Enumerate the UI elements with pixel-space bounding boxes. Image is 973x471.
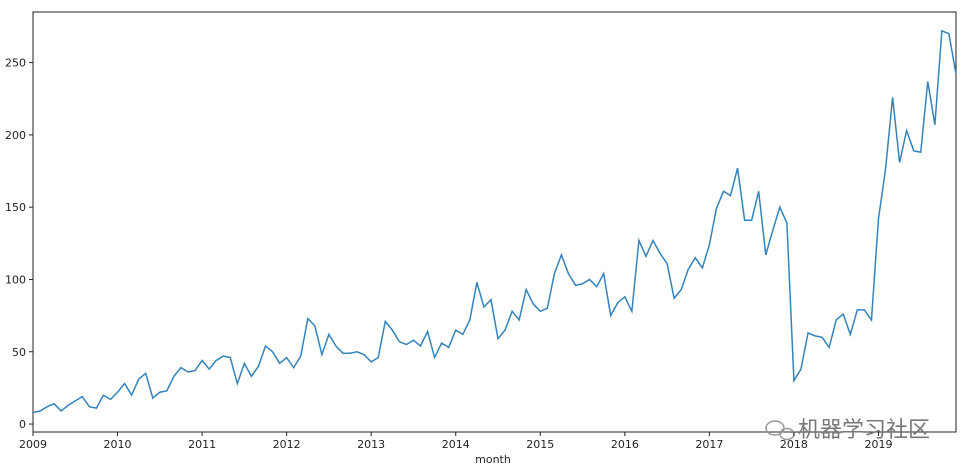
x-tick-label: 2016 bbox=[611, 438, 639, 451]
y-tick-label: 0 bbox=[19, 418, 26, 431]
x-tick-label: 2014 bbox=[442, 438, 470, 451]
watermark-icon bbox=[765, 420, 795, 441]
y-tick-label: 100 bbox=[5, 273, 26, 286]
x-tick-label: 2012 bbox=[273, 438, 301, 451]
y-tick-label: 50 bbox=[12, 346, 26, 359]
x-tick-label: 2011 bbox=[188, 438, 216, 451]
y-tick-label: 250 bbox=[5, 57, 26, 70]
x-tick-label: 2018 bbox=[780, 438, 808, 451]
x-tick-label: 2019 bbox=[864, 438, 892, 451]
x-tick-label: 2010 bbox=[104, 438, 132, 451]
x-tick-label: 2017 bbox=[695, 438, 723, 451]
y-tick-label: 150 bbox=[5, 201, 26, 214]
x-tick-label: 2013 bbox=[357, 438, 385, 451]
watermark: 机器学习社区 bbox=[798, 418, 930, 443]
plot-frame bbox=[32, 11, 957, 433]
x-axis-label: month bbox=[475, 453, 511, 466]
data-line bbox=[32, 29, 957, 414]
x-tick-label: 2015 bbox=[526, 438, 554, 451]
y-tick-label: 200 bbox=[5, 129, 26, 142]
x-tick-label: 2009 bbox=[19, 438, 47, 451]
